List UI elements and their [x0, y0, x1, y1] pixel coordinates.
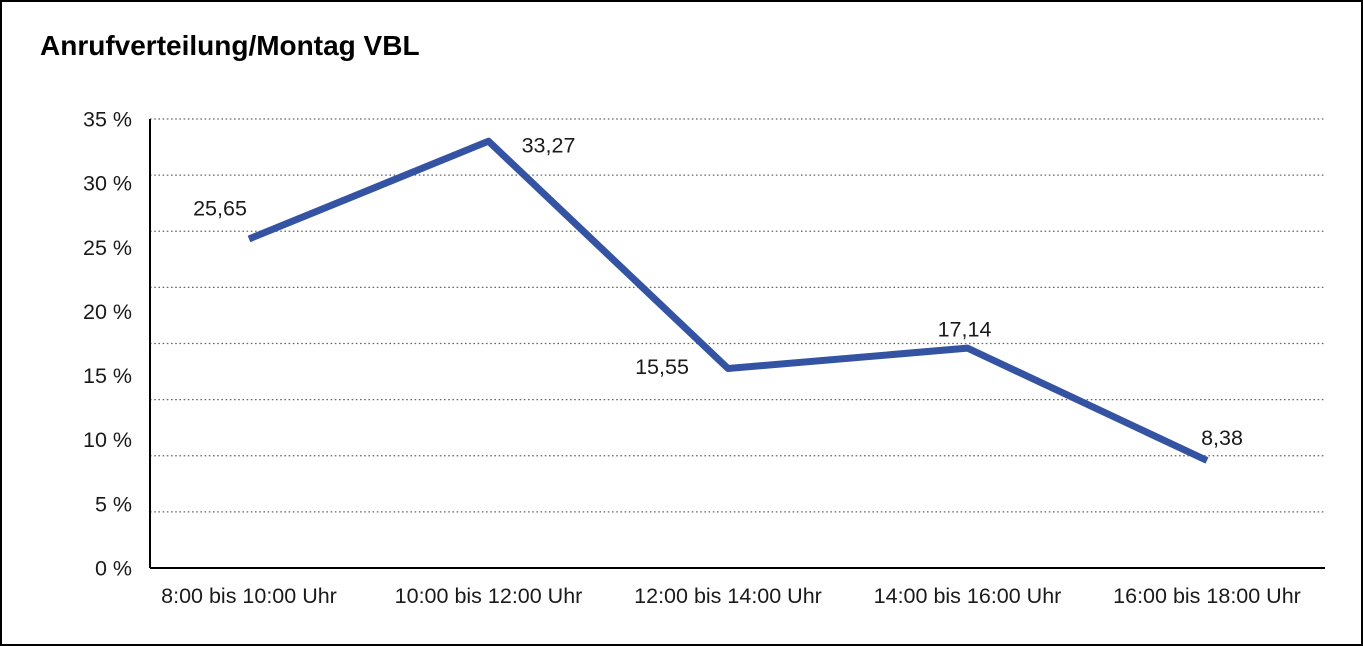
y-axis-tick-label: 35 %: [83, 108, 132, 132]
y-axis-tick-label: 15 %: [83, 364, 132, 388]
data-series-line: [247, 137, 1209, 464]
x-axis-category-label: 16:00 bis 18:00 Uhr: [1113, 584, 1301, 608]
data-point-label: 25,65: [193, 196, 247, 220]
x-axis-category-label: 8:00 bis 10:00 Uhr: [161, 584, 337, 608]
y-axis-tick-label: 25 %: [83, 236, 132, 260]
y-axis-tick-label: 5 %: [95, 492, 132, 516]
y-axis-tick-label: 0 %: [95, 557, 132, 581]
data-point-label: 15,55: [635, 355, 689, 379]
data-point-label: 17,14: [938, 318, 992, 342]
data-point-label: 33,27: [522, 134, 576, 158]
y-axis-tick-label: 10 %: [83, 428, 132, 452]
x-axis-category-label: 12:00 bis 14:00 Uhr: [634, 584, 822, 608]
x-axis-category-label: 14:00 bis 16:00 Uhr: [874, 584, 1062, 608]
chart-title: Anrufverteilung/Montag VBL: [40, 30, 420, 61]
y-axis-tick-label: 20 %: [83, 300, 132, 324]
data-point-label: 8,38: [1201, 426, 1243, 450]
y-axis-tick-label: 30 %: [83, 172, 132, 196]
x-axis-category-label: 10:00 bis 12:00 Uhr: [395, 584, 583, 608]
